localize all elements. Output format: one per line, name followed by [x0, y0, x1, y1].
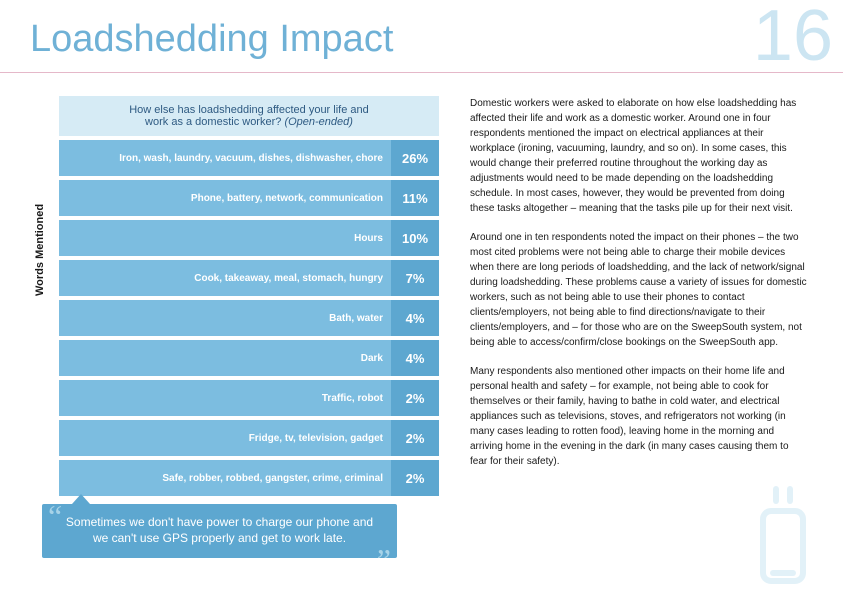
bar-label: Safe, robber, robbed, gangster, crime, c… — [59, 460, 391, 496]
bar-label: Cook, takeaway, meal, stomach, hungry — [59, 260, 391, 296]
rule-line — [0, 72, 843, 73]
bar-label: Iron, wash, laundry, vacuum, dishes, dis… — [59, 140, 391, 176]
quote-text: Sometimes we don't have power to charge … — [66, 515, 373, 545]
bar-label: Fridge, tv, television, gadget — [59, 420, 391, 456]
body-p1: Domestic workers were asked to elaborate… — [470, 96, 808, 216]
phone-bg-icon — [728, 481, 838, 591]
bar-pct: 10% — [391, 220, 439, 256]
chart-header: How else has loadshedding affected your … — [59, 96, 439, 136]
bar-row: Bath, water4% — [59, 300, 439, 336]
bar-row: Dark4% — [59, 340, 439, 376]
bar-row: Hours10% — [59, 220, 439, 256]
chart-ylabel: Words Mentioned — [34, 204, 46, 296]
body-copy: Domestic workers were asked to elaborate… — [470, 96, 808, 483]
bar-row: Fridge, tv, television, gadget2% — [59, 420, 439, 456]
quote-open-icon: “ — [48, 500, 62, 532]
body-p3: Many respondents also mentioned other im… — [470, 364, 808, 469]
chart-header-line1: How else has loadshedding affected your … — [129, 104, 369, 116]
bar-pct: 7% — [391, 260, 439, 296]
body-p2: Around one in ten respondents noted the … — [470, 230, 808, 350]
bar-row: Safe, robber, robbed, gangster, crime, c… — [59, 460, 439, 496]
bar-label: Bath, water — [59, 300, 391, 336]
page-number: 16 — [753, 0, 833, 72]
bar-label: Phone, battery, network, communication — [59, 180, 391, 216]
bar-pct: 26% — [391, 140, 439, 176]
chart-bars: Iron, wash, laundry, vacuum, dishes, dis… — [59, 140, 439, 496]
bar-pct: 11% — [391, 180, 439, 216]
bar-pct: 4% — [391, 340, 439, 376]
chart-header-line2a: work as a domestic worker? — [145, 116, 284, 128]
bar-pct: 2% — [391, 460, 439, 496]
bar-row: Phone, battery, network, communication11… — [59, 180, 439, 216]
chart-header-line2b: (Open-ended) — [284, 116, 353, 128]
bar-label: Hours — [59, 220, 391, 256]
bar-label: Dark — [59, 340, 391, 376]
pull-quote: “ Sometimes we don't have power to charg… — [42, 504, 397, 558]
bar-label: Traffic, robot — [59, 380, 391, 416]
quote-close-icon: ” — [377, 544, 391, 576]
bar-pct: 2% — [391, 420, 439, 456]
page-title: Loadshedding Impact — [30, 18, 393, 61]
words-chart: Words Mentioned How else has loadsheddin… — [34, 96, 439, 500]
bar-pct: 2% — [391, 380, 439, 416]
bar-row: Iron, wash, laundry, vacuum, dishes, dis… — [59, 140, 439, 176]
bar-row: Cook, takeaway, meal, stomach, hungry7% — [59, 260, 439, 296]
bar-row: Traffic, robot2% — [59, 380, 439, 416]
bar-pct: 4% — [391, 300, 439, 336]
